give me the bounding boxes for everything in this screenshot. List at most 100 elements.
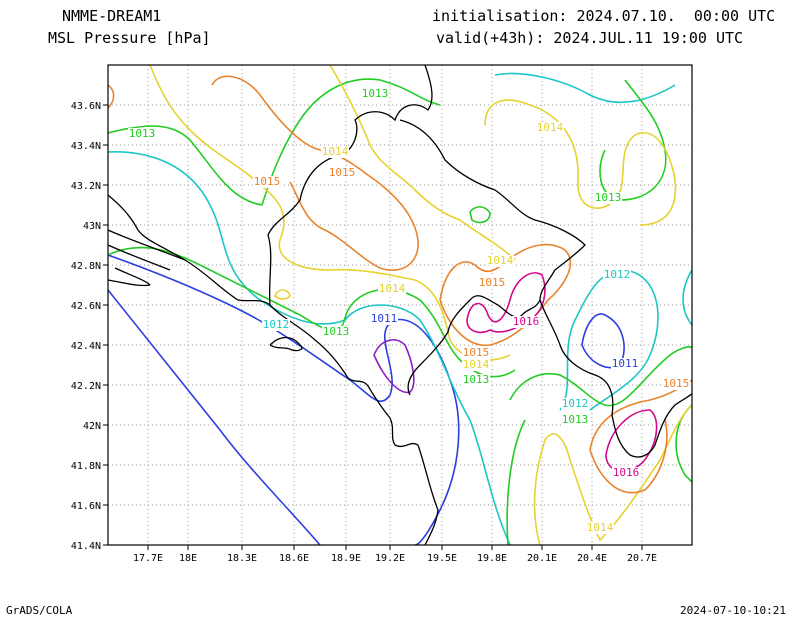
model-title: NMME-DREAM1: [62, 7, 162, 25]
contour-label-bg: [594, 192, 622, 204]
isobar-1015-wedge: [108, 84, 115, 109]
isobar-1013-mid: [108, 246, 516, 378]
field-title: MSL Pressure [hPa]: [48, 29, 211, 47]
coast-peninsula: [269, 336, 303, 352]
contour-label-bg: [361, 88, 389, 100]
contour-label-1015: 1015: [463, 346, 490, 359]
contour-label-1013: 1013: [463, 373, 490, 386]
contour-label-bg: [612, 467, 640, 479]
axis-ticks: [103, 104, 643, 550]
isobar-1013-se: [509, 346, 692, 407]
x-tick-label: 18.3E: [227, 553, 257, 564]
border-south: [539, 299, 692, 458]
x-tick-label: 19.8E: [477, 553, 507, 564]
contour-label-1015: 1015: [329, 166, 356, 179]
contour-label-bg: [322, 326, 350, 338]
contour-label-bg: [586, 522, 614, 534]
isobar-1013-seast: [675, 404, 692, 483]
y-tick-label: 43.4N: [71, 141, 101, 152]
contour-label-bg: [611, 358, 639, 370]
isobar-1012-e: [682, 269, 692, 326]
contour-labels: 1013101310141015101510141013101410151012…: [128, 87, 690, 534]
isobar-1014-se: [533, 404, 692, 545]
isobar-1015-c: [439, 243, 572, 347]
y-tick-label: 43N: [83, 221, 101, 232]
isobar-1011-west: [108, 289, 321, 545]
isobar-1012-south: [344, 304, 511, 545]
contour-label-bg: [462, 374, 490, 386]
contour-label-1012: 1012: [263, 318, 290, 331]
y-tick-label: 43.6N: [71, 101, 101, 112]
contour-label-1016: 1016: [613, 466, 640, 479]
contour-label-1014: 1014: [463, 358, 490, 371]
contour-label-1014: 1014: [587, 521, 614, 534]
footer-timestamp: 2024-07-10-10:21: [680, 604, 786, 617]
contour-label-1012: 1012: [604, 268, 631, 281]
contour-label-bg: [512, 316, 540, 328]
border-macedonia: [417, 444, 439, 545]
y-tick-label: 42.8N: [71, 261, 101, 272]
y-tick-label: 43.2N: [71, 181, 101, 192]
contour-label-1013: 1013: [595, 191, 622, 204]
border-mne-alb: [399, 119, 586, 396]
isobar-1015-nw: [211, 75, 419, 271]
contour-label-bg: [462, 359, 490, 371]
x-tick-label: 17.7E: [133, 553, 163, 564]
contour-label-bg: [262, 319, 290, 331]
contour-label-bg: [561, 414, 589, 426]
isobar-1014-small: [274, 289, 291, 300]
x-tick-label: 20.7E: [627, 553, 657, 564]
x-tick-labels: 17.7E 18E 18.3E 18.6E 18.9E 19.2E 19.5E 19.8E 20…: [133, 553, 657, 564]
contour-label-bg: [462, 347, 490, 359]
coast-bay: [108, 229, 186, 287]
isobar-1013-n: [261, 78, 441, 206]
contour-label-bg: [321, 146, 349, 158]
contour-label-1015: 1015: [663, 377, 690, 390]
contour-label-1012: 1012: [562, 397, 589, 410]
x-tick-label: 18.6E: [279, 553, 309, 564]
footer-software: GrADS/COLA: [6, 604, 73, 617]
isobar-1016-s: [605, 409, 658, 472]
isobar-1015-se2: [589, 419, 668, 494]
contour-label-1016: 1016: [513, 315, 540, 328]
contour-label-bg: [328, 167, 356, 179]
contour-label-bg: [478, 277, 506, 289]
contour-label-1011: 1011: [612, 357, 639, 370]
contour-label-1013: 1013: [362, 87, 389, 100]
isobar-1012-mid: [559, 269, 659, 411]
isobar-1012-ne: [494, 72, 676, 104]
contour-label-1014: 1014: [322, 145, 349, 158]
isobar-1011-east: [581, 313, 625, 369]
contour-label-1015: 1015: [254, 175, 281, 188]
y-tick-label: 42.2N: [71, 381, 101, 392]
contour-label-1014: 1014: [537, 121, 564, 134]
isobar-1013-ring: [469, 206, 491, 224]
isobar-1010: [373, 339, 415, 394]
isobar-1012-west: [108, 151, 346, 325]
y-tick-label: 41.6N: [71, 501, 101, 512]
y-tick-label: 42.4N: [71, 341, 101, 352]
contour-label-1014: 1014: [487, 254, 514, 267]
isobar-1013-e: [599, 79, 667, 201]
y-tick-label: 42N: [83, 421, 101, 432]
grid-lines: [108, 65, 692, 545]
contour-label-bg: [370, 313, 398, 325]
y-tick-label: 41.8N: [71, 461, 101, 472]
contour-label-1015: 1015: [479, 276, 506, 289]
contour-label-1013: 1013: [129, 127, 156, 140]
contour-label-bg: [561, 398, 589, 410]
y-tick-label: 41.4N: [71, 541, 101, 552]
valid-time: valid(+43h): 2024.JUL.11 19:00 UTC: [436, 29, 744, 47]
isobar-1016-n: [466, 272, 546, 334]
x-tick-label: 20.4E: [577, 553, 607, 564]
isobar-1013-nw: [108, 125, 263, 206]
isobar-1013-sw: [506, 419, 526, 545]
contour-label-1013: 1013: [562, 413, 589, 426]
x-tick-label: 19.2E: [375, 553, 405, 564]
y-tick-label: 42.6N: [71, 301, 101, 312]
contour-label-1011: 1011: [371, 312, 398, 325]
contour-label-bg: [662, 378, 690, 390]
y-tick-labels: 43.6N 43.4N 43.2N 43N 42.8N 42.6N 42.4N 42.2N 42…: [71, 101, 101, 552]
isobar-1014-n: [329, 65, 461, 221]
